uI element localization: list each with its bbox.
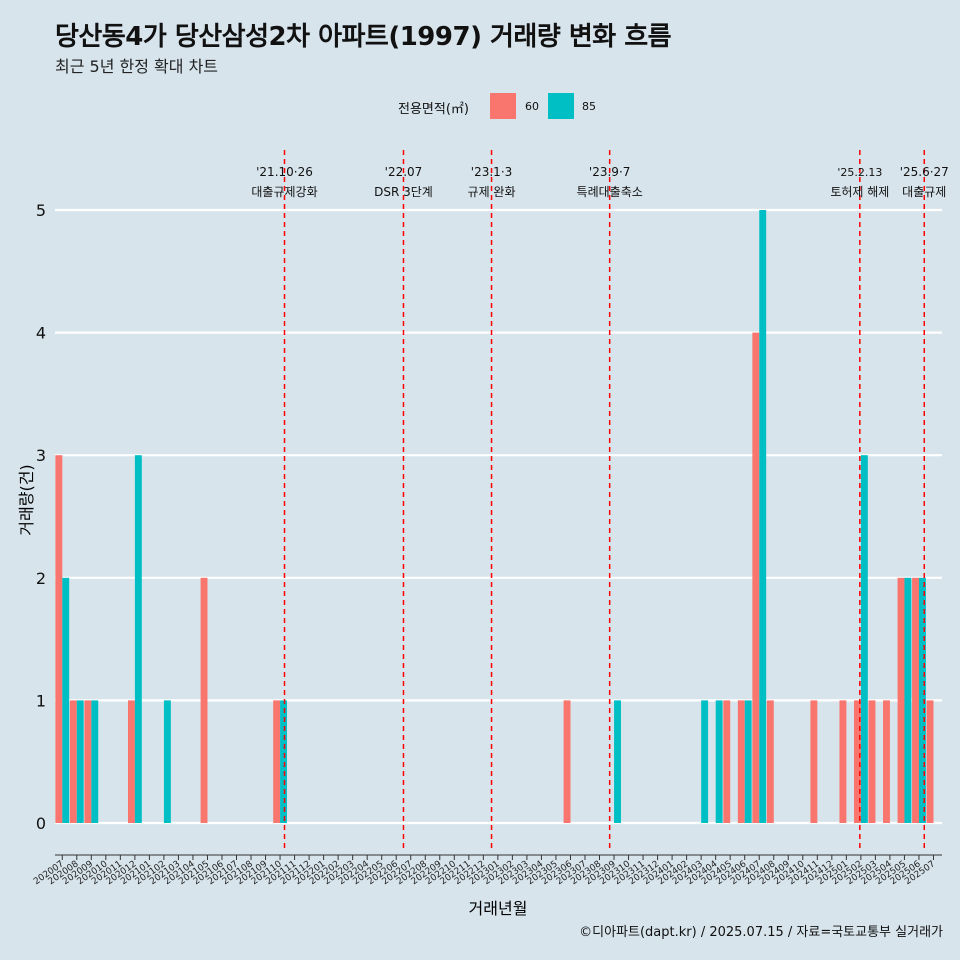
- bar-85-202309: [614, 700, 621, 823]
- bar-85-202506: [918, 577, 926, 823]
- event-name-label: 특례대출축소: [577, 185, 643, 199]
- y-tick-label: 5: [36, 201, 46, 220]
- bars-layer: [55, 210, 934, 823]
- bar-85-202502: [860, 455, 868, 823]
- legend-key-85: [548, 93, 574, 119]
- bar-85-202012: [134, 455, 142, 823]
- bar-60-202105: [200, 577, 208, 823]
- bar-85-202406: [744, 700, 752, 823]
- event-name-label: 대출규제: [902, 185, 946, 199]
- bar-60-202012: [128, 700, 135, 823]
- legend-label-85: 85: [582, 100, 596, 113]
- bar-60-202007: [55, 455, 63, 823]
- bar-60-202411: [810, 700, 818, 823]
- bar-60-202506: [912, 577, 919, 823]
- source-caption: ©디아파트(dapt.kr) / 2025.07.15 / 자료=국토교통부 실…: [579, 925, 943, 940]
- bar-60-202504: [883, 700, 890, 823]
- bar-60-202306: [563, 700, 571, 823]
- bar-85-202404: [715, 700, 723, 823]
- event-name-label: 대출규제강화: [251, 185, 317, 199]
- bar-60-202502: [854, 700, 861, 823]
- bar-60-202008: [69, 700, 77, 823]
- event-lines-layer: '21.10·26 대출규제강화 '22.07 DSR 3단계 '23.1·3 규제 완화…: [251, 150, 949, 852]
- bar-60-202505: [897, 577, 905, 823]
- bar-60-202406: [737, 700, 745, 823]
- x-axis-title: 거래년월: [469, 899, 528, 918]
- event-date-label: '23.9·7: [589, 165, 630, 179]
- event-date-label: '23.1·3: [471, 165, 512, 179]
- bar-85-202403: [701, 700, 709, 823]
- event-date-label: '25.2.13: [837, 166, 882, 179]
- grid-layer: [55, 208, 942, 825]
- bar-85-202505: [904, 577, 912, 823]
- bar-85-202007: [62, 577, 70, 823]
- bar-60-202503: [868, 700, 876, 823]
- bar-60-202407: [752, 332, 760, 823]
- legend-title: 전용면적(㎡): [398, 102, 469, 117]
- legend-label-60: 60: [525, 100, 539, 113]
- chart-title: 당산동4가 당산삼성2차 아파트(1997) 거래량 변화 흐름: [55, 22, 672, 52]
- legend-key-60: [490, 93, 516, 119]
- bar-60-202009: [84, 700, 92, 823]
- bar-60-202405: [723, 700, 731, 823]
- legend: 전용면적(㎡) 60 85: [0, 93, 960, 121]
- bar-85-202110: [280, 700, 287, 823]
- y-axis-title: 거래량(건): [17, 464, 36, 535]
- y-tick-label: 4: [36, 324, 46, 343]
- y-tick-label: 1: [36, 691, 46, 710]
- bar-85-202407: [759, 210, 767, 823]
- bar-85-202009: [91, 700, 99, 823]
- y-tick-label: 3: [36, 446, 46, 465]
- bar-60-202110: [273, 700, 281, 823]
- event-date-label: '25.6·27: [900, 165, 949, 179]
- chart-subtitle: 최근 5년 한정 확대 차트: [55, 57, 219, 76]
- event-date-label: '21.10·26: [256, 165, 313, 179]
- event-name-label: 규제 완화: [468, 185, 516, 199]
- event-name-label: DSR 3단계: [374, 185, 433, 199]
- bar-60-202507: [926, 700, 934, 823]
- bar-60-202408: [766, 700, 774, 823]
- y-tick-label: 2: [36, 569, 46, 588]
- y-tick-label: 0: [36, 814, 46, 833]
- event-name-label: 토허제 해제: [830, 185, 889, 199]
- bar-85-202102: [163, 700, 171, 823]
- bar-85-202008: [76, 700, 84, 823]
- event-date-label: '22.07: [385, 165, 423, 179]
- bar-60-202501: [839, 700, 847, 823]
